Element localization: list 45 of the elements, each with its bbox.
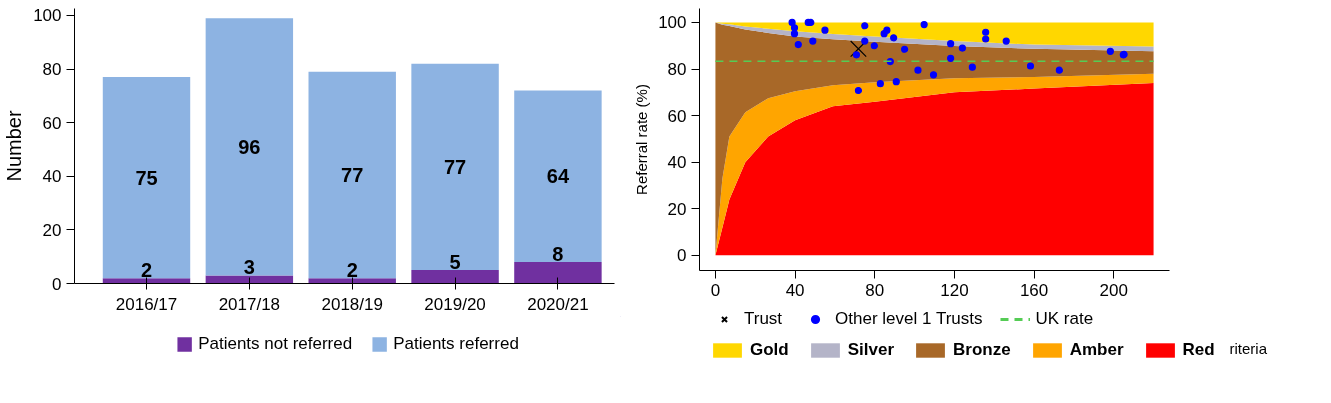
x-tick-label: 80 [865,280,885,300]
legend-label: Silver [847,340,895,360]
data-label: 77 [341,163,364,186]
y-axis-title: Referral rate (%) [633,84,651,195]
data-label: 2 [346,259,358,282]
text: riteria [1229,339,1268,357]
data-label: 77 [443,155,467,178]
x-tick-label: 2019/20 [424,294,486,314]
legend-label: Bronze [953,340,1011,360]
legend-label: Patients not referred [198,334,353,354]
y-tick-label: 60 [667,106,687,126]
data-label: 5 [449,251,461,274]
data-label: 96 [238,135,261,158]
x-tick-label: 2018/19 [321,294,383,314]
legend-label: UK rate [1035,309,1094,329]
legend-label: Red [1182,340,1215,360]
data-label: 75 [135,166,158,189]
y-tick-label: 40 [667,153,687,173]
y-tick-label: 60 [42,113,62,133]
legend-label: Amber [1069,340,1124,360]
legend-label: Patients referred [393,334,519,354]
y-tick-label: 20 [667,199,687,219]
x-tick-label: 160 [1019,280,1049,300]
data-label: 3 [243,256,255,279]
y-tick-label: 100 [33,6,62,26]
x-tick-label: 0 [710,280,721,300]
x-tick-label: 200 [1099,280,1128,300]
y-tick-label: 20 [42,220,62,240]
data-label: 2 [140,259,153,282]
y-tick-label: 100 [658,13,687,33]
x-tick-label: 2017/18 [218,294,281,314]
legend-label: Gold [750,340,789,360]
x-tick-label: 40 [785,280,805,300]
data-label: 64 [546,165,570,188]
y-tick-label: 80 [667,60,687,80]
y-axis-title: Number [3,110,26,182]
legend-label: Trust [744,309,783,329]
y-tick-label: 80 [42,60,62,80]
legend-label: Other level 1 Trusts [835,309,983,329]
x-tick-label: 2020/21 [527,294,589,314]
x-tick-label: 2016/17 [115,294,178,314]
x-tick-label: 120 [940,280,969,300]
y-tick-label: 0 [677,246,687,266]
data-label: 8 [552,243,564,266]
y-tick-label: 40 [42,167,62,187]
